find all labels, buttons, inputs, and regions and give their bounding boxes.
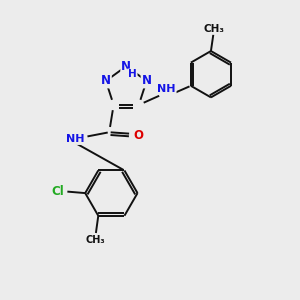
Text: O: O [133,129,143,142]
Text: CH₃: CH₃ [85,235,105,245]
Text: NH: NH [157,84,176,94]
Text: N: N [142,74,152,88]
Text: CH₃: CH₃ [204,24,225,34]
Text: H: H [128,69,137,80]
Text: N: N [121,60,131,73]
Text: NH: NH [66,134,85,144]
Text: Cl: Cl [52,185,64,198]
Text: N: N [101,74,111,88]
